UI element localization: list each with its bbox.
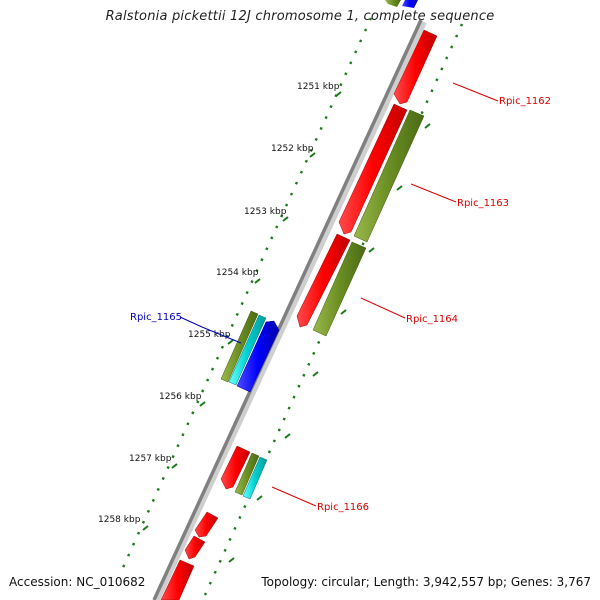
- gene-rpic-1164-locus: [312, 241, 367, 337]
- gene-rpic-1164: [296, 233, 351, 328]
- kbp-label: 1256 kbp: [159, 392, 202, 402]
- feature-red-lower-2: [184, 535, 206, 560]
- gene-rpic-1165-rna: [228, 314, 267, 386]
- gene-rpic-1166-rna: [242, 456, 268, 500]
- gene-label-rpic-1164: Rpic_1164: [406, 314, 458, 325]
- kbp-label: 1254 kbp: [216, 268, 259, 278]
- callout-rpic-1162: [452, 82, 499, 102]
- gene-rpic-1166-locus: [234, 452, 260, 496]
- gene-label-rpic-1166: Rpic_1166: [317, 502, 369, 513]
- inner-major-ticks: [228, 123, 431, 563]
- topology-text: Topology: circular; Length: 3,942,557 bp…: [261, 575, 591, 589]
- gene-label-rpic-1162: Rpic_1162: [499, 96, 551, 107]
- outer-major-ticks: [142, 91, 342, 531]
- feature-blue-top: [402, 0, 418, 8]
- callout-rpic-1165: [179, 316, 242, 344]
- kbp-label: 1255 kbp: [188, 330, 231, 340]
- callout-rpic-1166: [271, 486, 317, 507]
- kbp-label: 1253 kbp: [244, 207, 287, 217]
- backbone-shadow: [154, 20, 427, 600]
- gene-rpic-1165: [236, 320, 280, 393]
- callout-rpic-1164: [360, 297, 406, 319]
- gene-rpic-1163-locus: [353, 109, 425, 243]
- feature-red-lower-3: [160, 559, 195, 600]
- backbone-arc: [152, 19, 423, 600]
- feature-olive-top: [385, 0, 401, 7]
- gene-rpic-1165-locus: [220, 310, 259, 383]
- accession-text: Accession: NC_010682: [9, 575, 146, 589]
- kbp-label: 1252 kbp: [271, 144, 314, 154]
- callout-rpic-1163: [410, 183, 457, 203]
- map-title: Ralstonia pickettii 12J chromosome 1, co…: [105, 9, 495, 24]
- kbp-label: 1251 kbp: [297, 82, 340, 92]
- feature-red-lower-1: [194, 511, 219, 538]
- gene-label-rpic-1163: Rpic_1163: [457, 198, 509, 209]
- gene-rpic-1166: [220, 445, 251, 490]
- gene-label-rpic-1165: Rpic_1165: [130, 312, 182, 323]
- kbp-label: 1258 kbp: [98, 515, 141, 525]
- kbp-label: 1257 kbp: [129, 454, 172, 464]
- gene-rpic-1163: [338, 103, 408, 235]
- gene-rpic-1162: [393, 29, 438, 105]
